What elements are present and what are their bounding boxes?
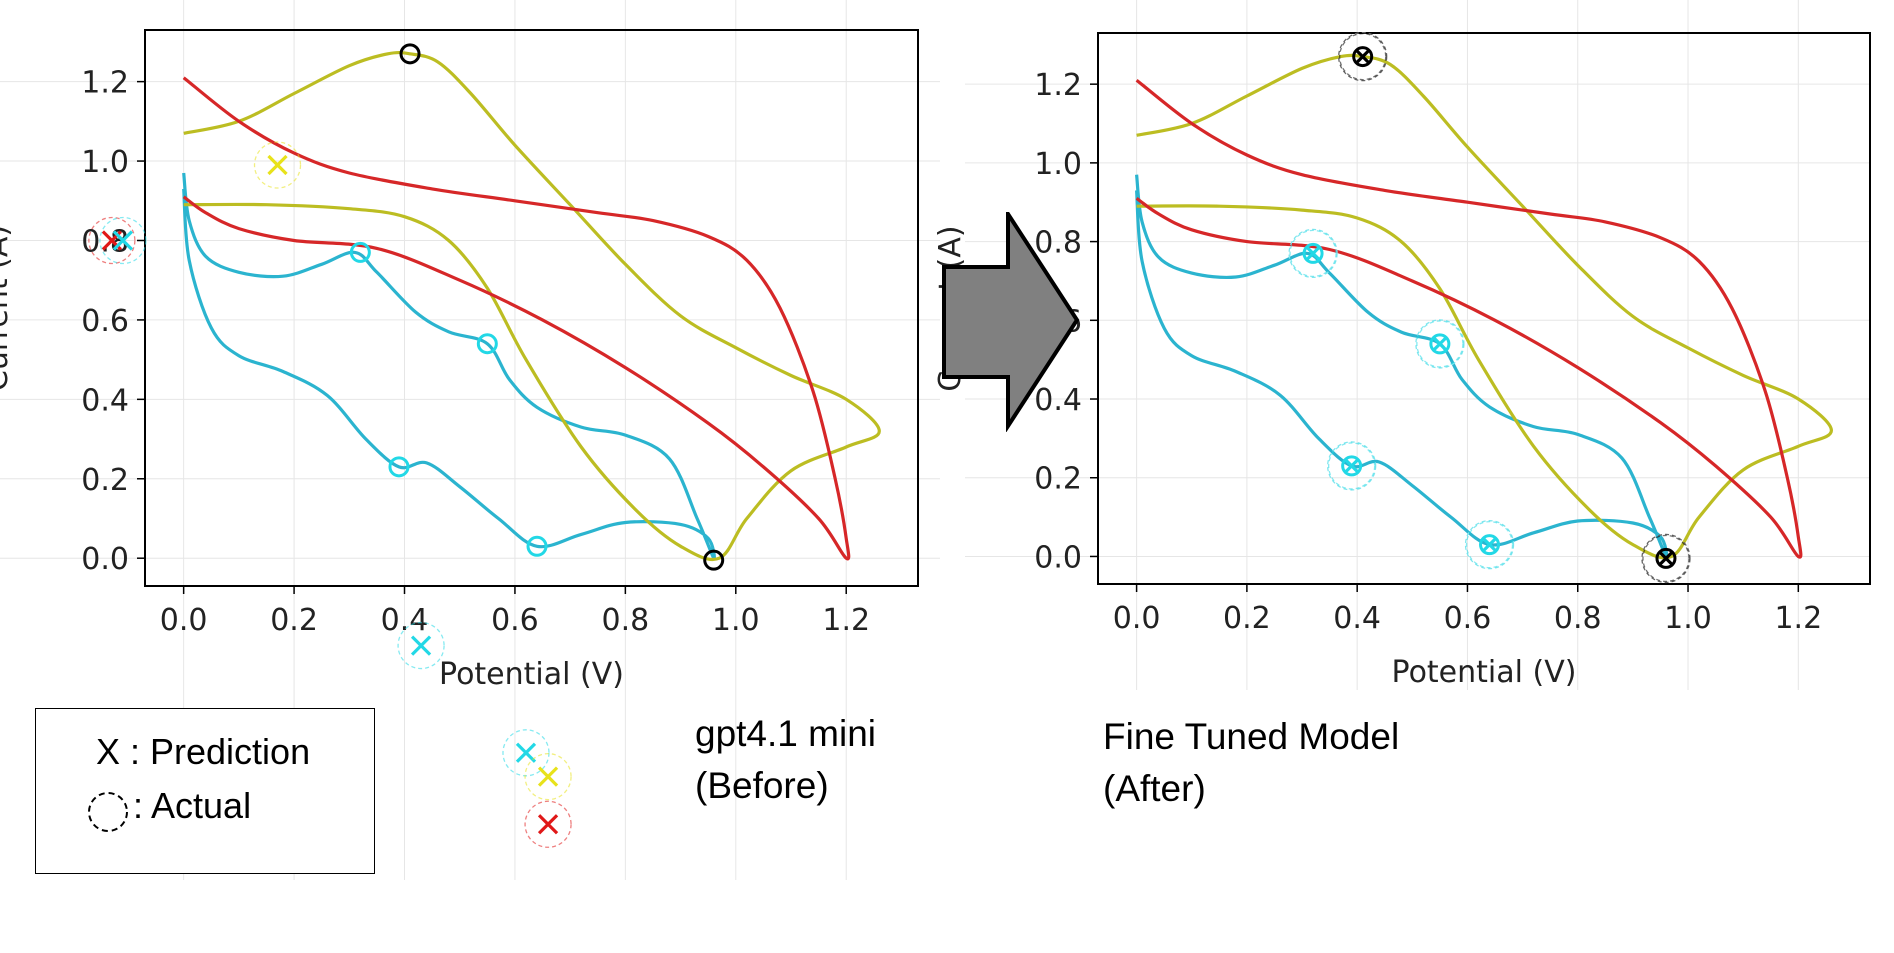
actual-marker [1655, 547, 1677, 569]
caption-after-line2: (After) [1103, 768, 1206, 809]
prediction-halo [397, 621, 445, 670]
x-tick-label: 0.2 [1223, 601, 1271, 636]
x-tick-label: 0.0 [1113, 601, 1161, 636]
plot-frame [144, 29, 919, 587]
actual-halo [1338, 31, 1388, 82]
outside-prediction-marker [537, 766, 559, 787]
prediction-marker [410, 635, 432, 656]
y-tick-label: 0.6 [81, 304, 129, 339]
prediction-halo [1465, 520, 1514, 569]
y-tick-label: 1.2 [1034, 68, 1082, 103]
series-line-red [182, 76, 851, 561]
y-tick-label: 0.0 [1034, 540, 1082, 575]
actual-marker [476, 333, 498, 355]
prediction-marker [1304, 245, 1322, 262]
y-tick-label: 0.8 [1034, 226, 1082, 261]
prediction-marker [267, 154, 288, 176]
series-line-red [1135, 78, 1803, 559]
actual-marker [1429, 333, 1451, 355]
x-tick-label: 1.0 [1664, 601, 1712, 636]
prediction-halo [524, 752, 572, 801]
actual-halo [1327, 441, 1377, 491]
actual-marker [1302, 242, 1324, 264]
series-line-cyan [182, 172, 716, 561]
outside-prediction-marker [537, 814, 559, 835]
x-tick-label: 0.4 [381, 603, 429, 638]
dashed-circle-icon [88, 792, 128, 832]
right-arrow-icon [942, 212, 1080, 432]
actual-marker [399, 43, 421, 65]
x-tick-label: 0.6 [491, 603, 539, 638]
caption-after-line1: Fine Tuned Model [1103, 716, 1400, 757]
plot-frame [1097, 32, 1871, 585]
prediction-halo [253, 141, 302, 189]
prediction-halo [99, 216, 147, 265]
caption-before-line1: gpt4.1 mini [695, 713, 876, 754]
x-tick-label: 0.8 [1554, 601, 1602, 636]
caption-before-line2: (Before) [695, 765, 829, 806]
y-axis-label: Current (A) [0, 225, 15, 391]
prediction-marker [1481, 536, 1498, 553]
x-axis-label: Potential (V) [1392, 655, 1577, 690]
prediction-marker [1657, 550, 1675, 567]
prediction-halo [1416, 320, 1464, 368]
caption-before: gpt4.1 mini (Before) [695, 708, 876, 812]
y-tick-label: 0.2 [81, 463, 129, 498]
series-line-olive [183, 50, 881, 561]
prediction-halo [1642, 534, 1690, 583]
prediction-halo [88, 216, 136, 265]
legend: X : Prediction : Actual [35, 708, 375, 874]
x-tick-label: 1.2 [822, 603, 870, 638]
actual-marker [1352, 46, 1374, 68]
x-axis-label: Potential (V) [439, 657, 624, 692]
prediction-marker [1354, 48, 1371, 65]
x-tick-label: 1.0 [712, 603, 760, 638]
actual-marker [526, 535, 548, 557]
grid [0, 0, 940, 880]
actual-halo [1464, 519, 1515, 570]
actual-marker [1479, 534, 1501, 556]
actual-marker [703, 549, 725, 571]
legend-prediction: X : Prediction [96, 731, 311, 772]
actual-marker [388, 456, 410, 478]
y-tick-label: 0.4 [1034, 383, 1082, 418]
y-tick-label: 0.4 [81, 383, 129, 418]
prediction-marker [1431, 335, 1449, 353]
outside-prediction-marker [515, 742, 537, 763]
prediction-marker [1343, 457, 1360, 475]
series-line-cyan [1135, 174, 1669, 559]
prediction-halo [1339, 32, 1387, 81]
actual-marker [349, 241, 371, 263]
actual-halo [1415, 319, 1465, 369]
actual-halo [1641, 533, 1691, 584]
prediction-halo [1328, 442, 1376, 490]
prediction-marker [112, 230, 134, 251]
legend-actual: : Actual [133, 785, 252, 826]
caption-after: Fine Tuned Model (After) [1103, 711, 1399, 815]
x-tick-label: 1.2 [1774, 601, 1822, 636]
x-tick-label: 0.4 [1333, 601, 1381, 636]
chart-after: 0.00.20.40.60.81.01.20.00.20.40.60.81.01… [933, 0, 1871, 690]
x-tick-label: 0.8 [602, 603, 650, 638]
y-tick-label: 1.0 [81, 145, 129, 180]
y-tick-label: 1.0 [1034, 147, 1082, 182]
actual-halo [1288, 228, 1338, 279]
prediction-halo [524, 800, 572, 848]
x-tick-label: 0.6 [1444, 601, 1492, 636]
prediction-halo [502, 729, 550, 777]
grid [965, 0, 1870, 690]
y-tick-label: 1.2 [81, 66, 129, 101]
x-tick-label: 0.2 [270, 603, 318, 638]
x-tick-label: 0.0 [160, 603, 208, 638]
actual-marker [1341, 455, 1363, 477]
chart-before: 0.0 0.2 0.4 0.6 0.8 1.0 1.20.00.20.40.60.81.01… [0, 0, 940, 880]
y-tick-label: 0.2 [1034, 462, 1082, 497]
prediction-halo [1289, 229, 1337, 278]
series-line-olive [1136, 53, 1833, 560]
y-tick-label: 0.0 [81, 542, 129, 577]
